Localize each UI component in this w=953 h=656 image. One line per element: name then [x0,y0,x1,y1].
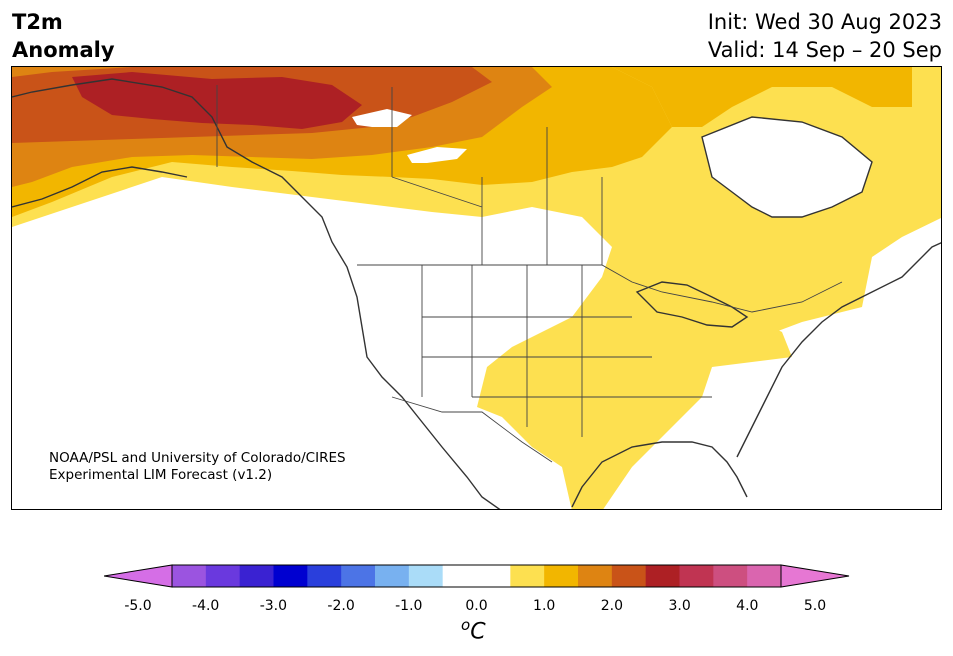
colorbar-tick-label: -2.0 [327,598,355,614]
political-borders [216,85,843,463]
colorbar-cell [341,565,376,587]
colorbar-cell [645,565,680,587]
province-borders [391,87,603,265]
alaska-peninsula [12,166,188,208]
unit-degree: o [461,616,471,634]
credit-line-2: Experimental LIM Forecast (v1.2) [49,467,273,483]
shade-yellow-west [12,67,941,509]
colorbar-tick-label: -4.0 [192,598,220,614]
colorbar-right-arrow [780,564,850,588]
title-line-1: T2m [12,10,63,34]
anomaly-shading [12,67,941,509]
colorbar-tick-label: 1.0 [533,598,556,614]
colorbar-tick-label: -1.0 [395,598,423,614]
colorbar-tick-label: 4.0 [736,598,759,614]
colorbar-cell [239,565,274,587]
colorbar-cell [375,565,410,587]
colorbar-cell [408,565,444,587]
colorbar-tick-label: 3.0 [668,598,691,614]
title-line-2: Anomaly [12,38,115,62]
valid-range: Valid: 14 Sep – 20 Sep [707,38,942,62]
colorbar-cells [172,565,782,587]
colorbar-cell [273,565,308,587]
colorbar-cell [611,565,647,587]
colorbar-cell [747,565,782,587]
colorbar-cell [510,565,545,587]
colorbar-left-arrow [104,564,173,588]
colorbar-outline [171,564,782,588]
colorbar-tick-label: 2.0 [600,598,624,614]
gulf-coast [571,441,748,508]
colorbar-cell [476,565,511,587]
colorbar-cell [442,565,477,587]
colorbar [104,564,850,588]
forecast-dates: Init: Wed 30 Aug 2023 Valid: 14 Sep – 20… [708,8,942,64]
colorbar-unit: oC [461,616,486,644]
map-title: T2m Anomaly [12,8,115,64]
colorbar-cell [544,565,579,587]
colorbar-cell [205,565,241,587]
unit-letter: C [470,619,486,645]
colorbar-tick-label: -5.0 [124,598,152,614]
canada-us-border [357,264,843,313]
init-date: Init: Wed 30 Aug 2023 [707,10,942,34]
coastlines [12,78,941,509]
state-borders [421,265,712,437]
colorbar-cell [679,565,714,587]
colorbar-cell [172,565,207,587]
credit-line-1: NOAA/PSL and University of Colorado/CIRE… [49,450,346,466]
map-canvas [12,67,941,509]
shade-gold-hudson [612,67,912,127]
pacific-coast [12,78,501,509]
colorbar-cell [713,565,748,587]
shade-yellow-central [572,297,792,387]
colorbar-cell [307,565,342,587]
colorbar-tick-label: -3.0 [259,598,288,614]
atlantic-coast [736,242,941,458]
shade-white-great-bear [352,109,412,127]
colorbar-cell [578,565,613,587]
us-mexico-border [391,396,553,463]
shade-white-great-slave [407,147,467,163]
colorbar-tick-label: 5.0 [803,598,827,614]
hudson-bay-coast [701,116,873,218]
great-lakes [635,281,749,328]
colorbar-tick-label: 0.0 [465,598,488,614]
credit-text: NOAA/PSL and University of Colorado/CIRE… [49,450,346,484]
anomaly-map [11,66,942,510]
shade-white-hudson-bay [702,117,872,217]
